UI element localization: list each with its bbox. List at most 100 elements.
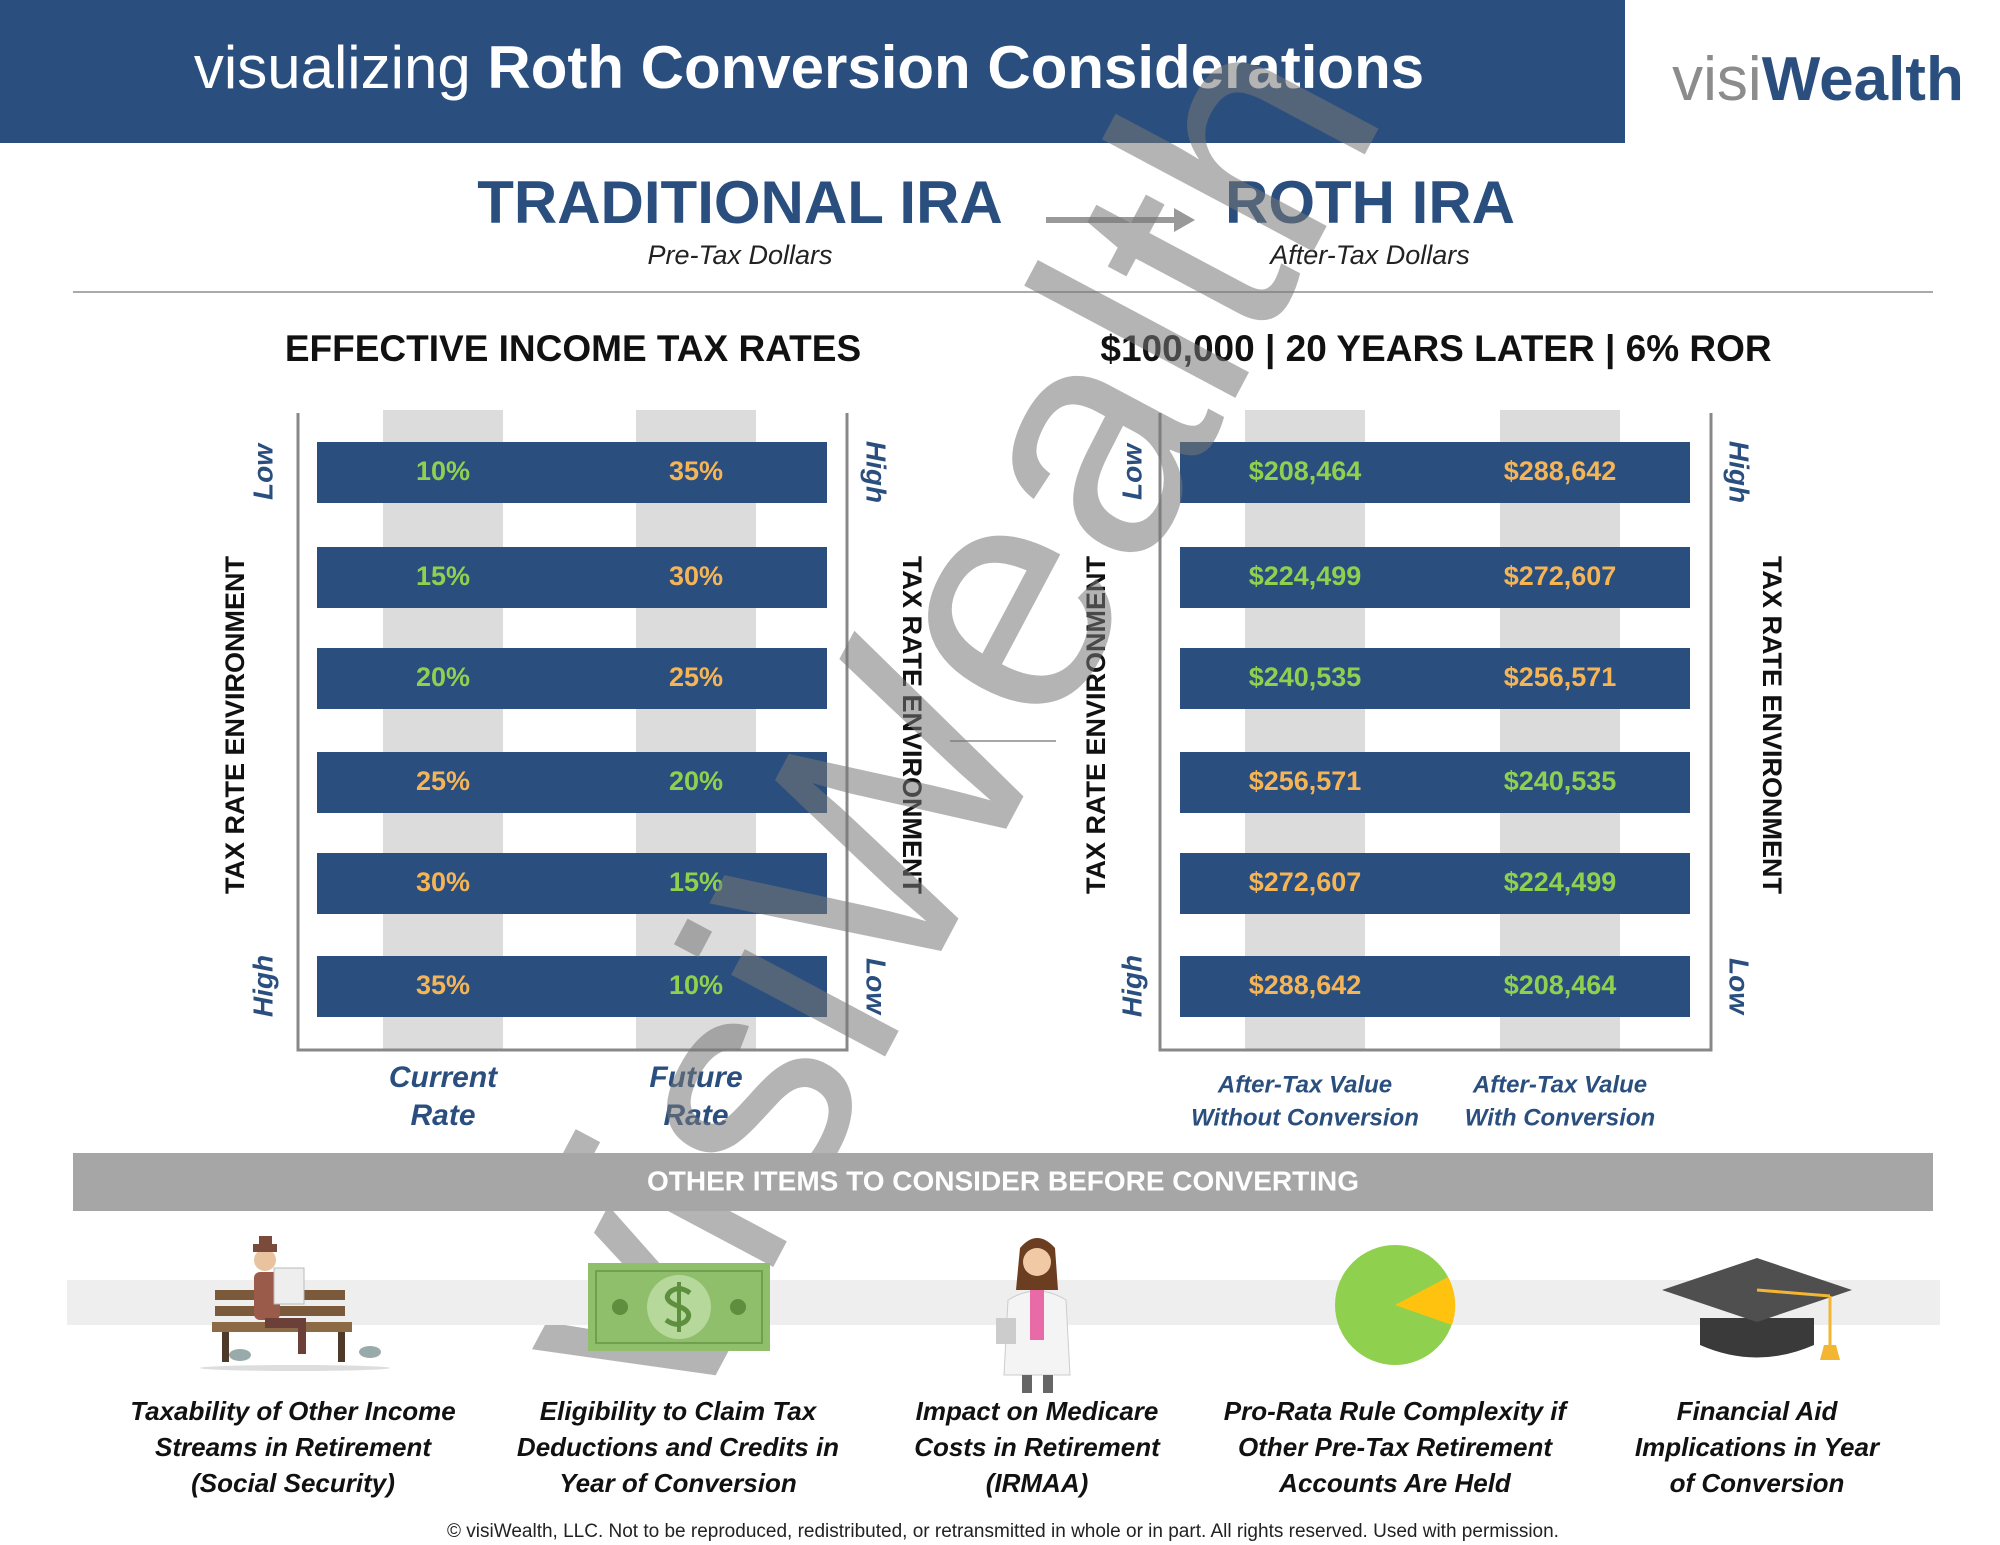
axis-end-label: Low [1724,958,1755,1016]
from-title: TRADITIONAL IRA [477,169,1003,236]
icon-band [67,1280,1940,1325]
icon-dollar [588,1263,770,1351]
row-value: 30% [416,867,470,897]
row-bar [1180,853,1690,914]
column-band [1245,410,1365,1050]
item-text: Year of Conversion [559,1468,796,1498]
item-text: of Conversion [1670,1468,1845,1498]
axis-end-label: Low [1116,442,1147,500]
to-title: ROTH IRA [1225,169,1515,236]
row-value: 25% [416,766,470,796]
column-label: Future [649,1061,742,1094]
to-subtitle: After-Tax Dollars [1268,240,1470,270]
panel-title: EFFECTIVE INCOME TAX RATES [285,328,861,369]
column-label: Rate [663,1099,728,1132]
from-subtitle: Pre-Tax Dollars [647,240,832,270]
row-value: 35% [669,456,723,486]
row-value: $272,607 [1504,561,1617,591]
row-bar [317,752,827,813]
item-text: Impact on Medicare [916,1396,1159,1426]
row-value: $208,464 [1249,456,1362,486]
item-text: Financial Aid [1677,1396,1839,1426]
column-label: Without Conversion [1191,1104,1419,1131]
title-bold: Roth Conversion Considerations [487,34,1424,101]
axis-end-label: High [247,955,278,1017]
title-light: visualizing [194,34,471,101]
icon-cap [1662,1258,1852,1360]
row-value: $256,571 [1504,662,1617,692]
panel-title: $100,000 | 20 YEARS LATER | 6% ROR [1100,328,1771,370]
item-text: Costs in Retirement [914,1432,1161,1462]
axis-label: TAX RATE ENVIRONMENT [1757,556,1787,895]
column-band [636,410,756,1050]
panel-axes [296,413,849,1052]
icon-doctor [996,1238,1071,1393]
axis-label: TAX RATE ENVIRONMENT [1081,555,1111,894]
header-title: visualizing Roth Conversion Consideratio… [194,34,1424,101]
row-value: 15% [669,867,723,897]
row-bar [317,442,827,503]
footer: © visiWealth, LLC. Not to be reproduced,… [447,1521,1559,1542]
row-bar [1180,752,1690,813]
logo-part: Wealth [1762,45,1964,114]
column-label: After-Tax Value [1472,1071,1647,1098]
icon-pie [1335,1245,1456,1365]
item-text: Streams in Retirement [155,1432,432,1462]
item-text: Taxability of Other Income [130,1396,456,1426]
row-value: $240,535 [1249,662,1362,692]
row-value: 35% [416,970,470,1000]
column-label: With Conversion [1465,1104,1655,1131]
section-bar [73,1153,1933,1211]
column-label: Rate [410,1099,475,1132]
item-text: Deductions and Credits in [517,1432,839,1462]
axis-label: TAX RATE ENVIRONMENT [220,555,250,894]
row-value: $224,499 [1504,867,1617,897]
items: Taxability of Other Income Streams in Ret… [130,1396,1881,1498]
row-bar [1180,648,1690,709]
row-value: $288,642 [1249,970,1362,1000]
row-bar [1180,547,1690,608]
arrow-head [1174,208,1195,232]
row-bar [317,853,827,914]
row-value: 15% [416,561,470,591]
row-bar [317,648,827,709]
row-value: 20% [416,662,470,692]
item-text: Pro-Rata Rule Complexity if [1224,1396,1569,1426]
axis-end-label: High [1724,441,1755,503]
row-value: $224,499 [1249,561,1362,591]
row-value: 10% [669,970,723,1000]
column-band [1500,410,1620,1050]
row-value: 20% [669,766,723,796]
row-bar [317,547,827,608]
icon-bench [200,1236,390,1371]
panels: EFFECTIVE INCOME TAX RATES 10% 35% 15% 30% 20… [220,328,1787,1132]
row-value: $208,464 [1504,970,1617,1000]
row-bar [1180,956,1690,1017]
row-value: 30% [669,561,723,591]
axis-end-label: High [861,441,892,503]
header-bar [0,0,1625,143]
row-value: $256,571 [1249,766,1362,796]
row-value: 25% [669,662,723,692]
column-label: After-Tax Value [1217,1071,1392,1098]
axis-end-label: Low [247,442,278,500]
row-bar [317,956,827,1017]
column-band [383,410,503,1050]
item-text: Other Pre-Tax Retirement [1238,1432,1553,1462]
item-text: Eligibility to Claim Tax [540,1396,818,1426]
row-value: $272,607 [1249,867,1362,897]
axis-end-label: Low [861,958,892,1016]
logo-part: visi [1672,45,1762,114]
item-text: Implications in Year [1635,1432,1881,1462]
item-text: Accounts Are Held [1278,1468,1512,1498]
row-value: 10% [416,456,470,486]
axis-end-label: High [1116,955,1147,1017]
section-title: OTHER ITEMS TO CONSIDER BEFORE CONVERTIN… [647,1165,1359,1196]
item-text: (Social Security) [191,1468,395,1498]
column-label: Current [389,1061,499,1094]
logo: visiWealth [1672,45,1964,114]
row-value: $288,642 [1504,456,1617,486]
axis-label: TAX RATE ENVIRONMENT [897,556,927,895]
